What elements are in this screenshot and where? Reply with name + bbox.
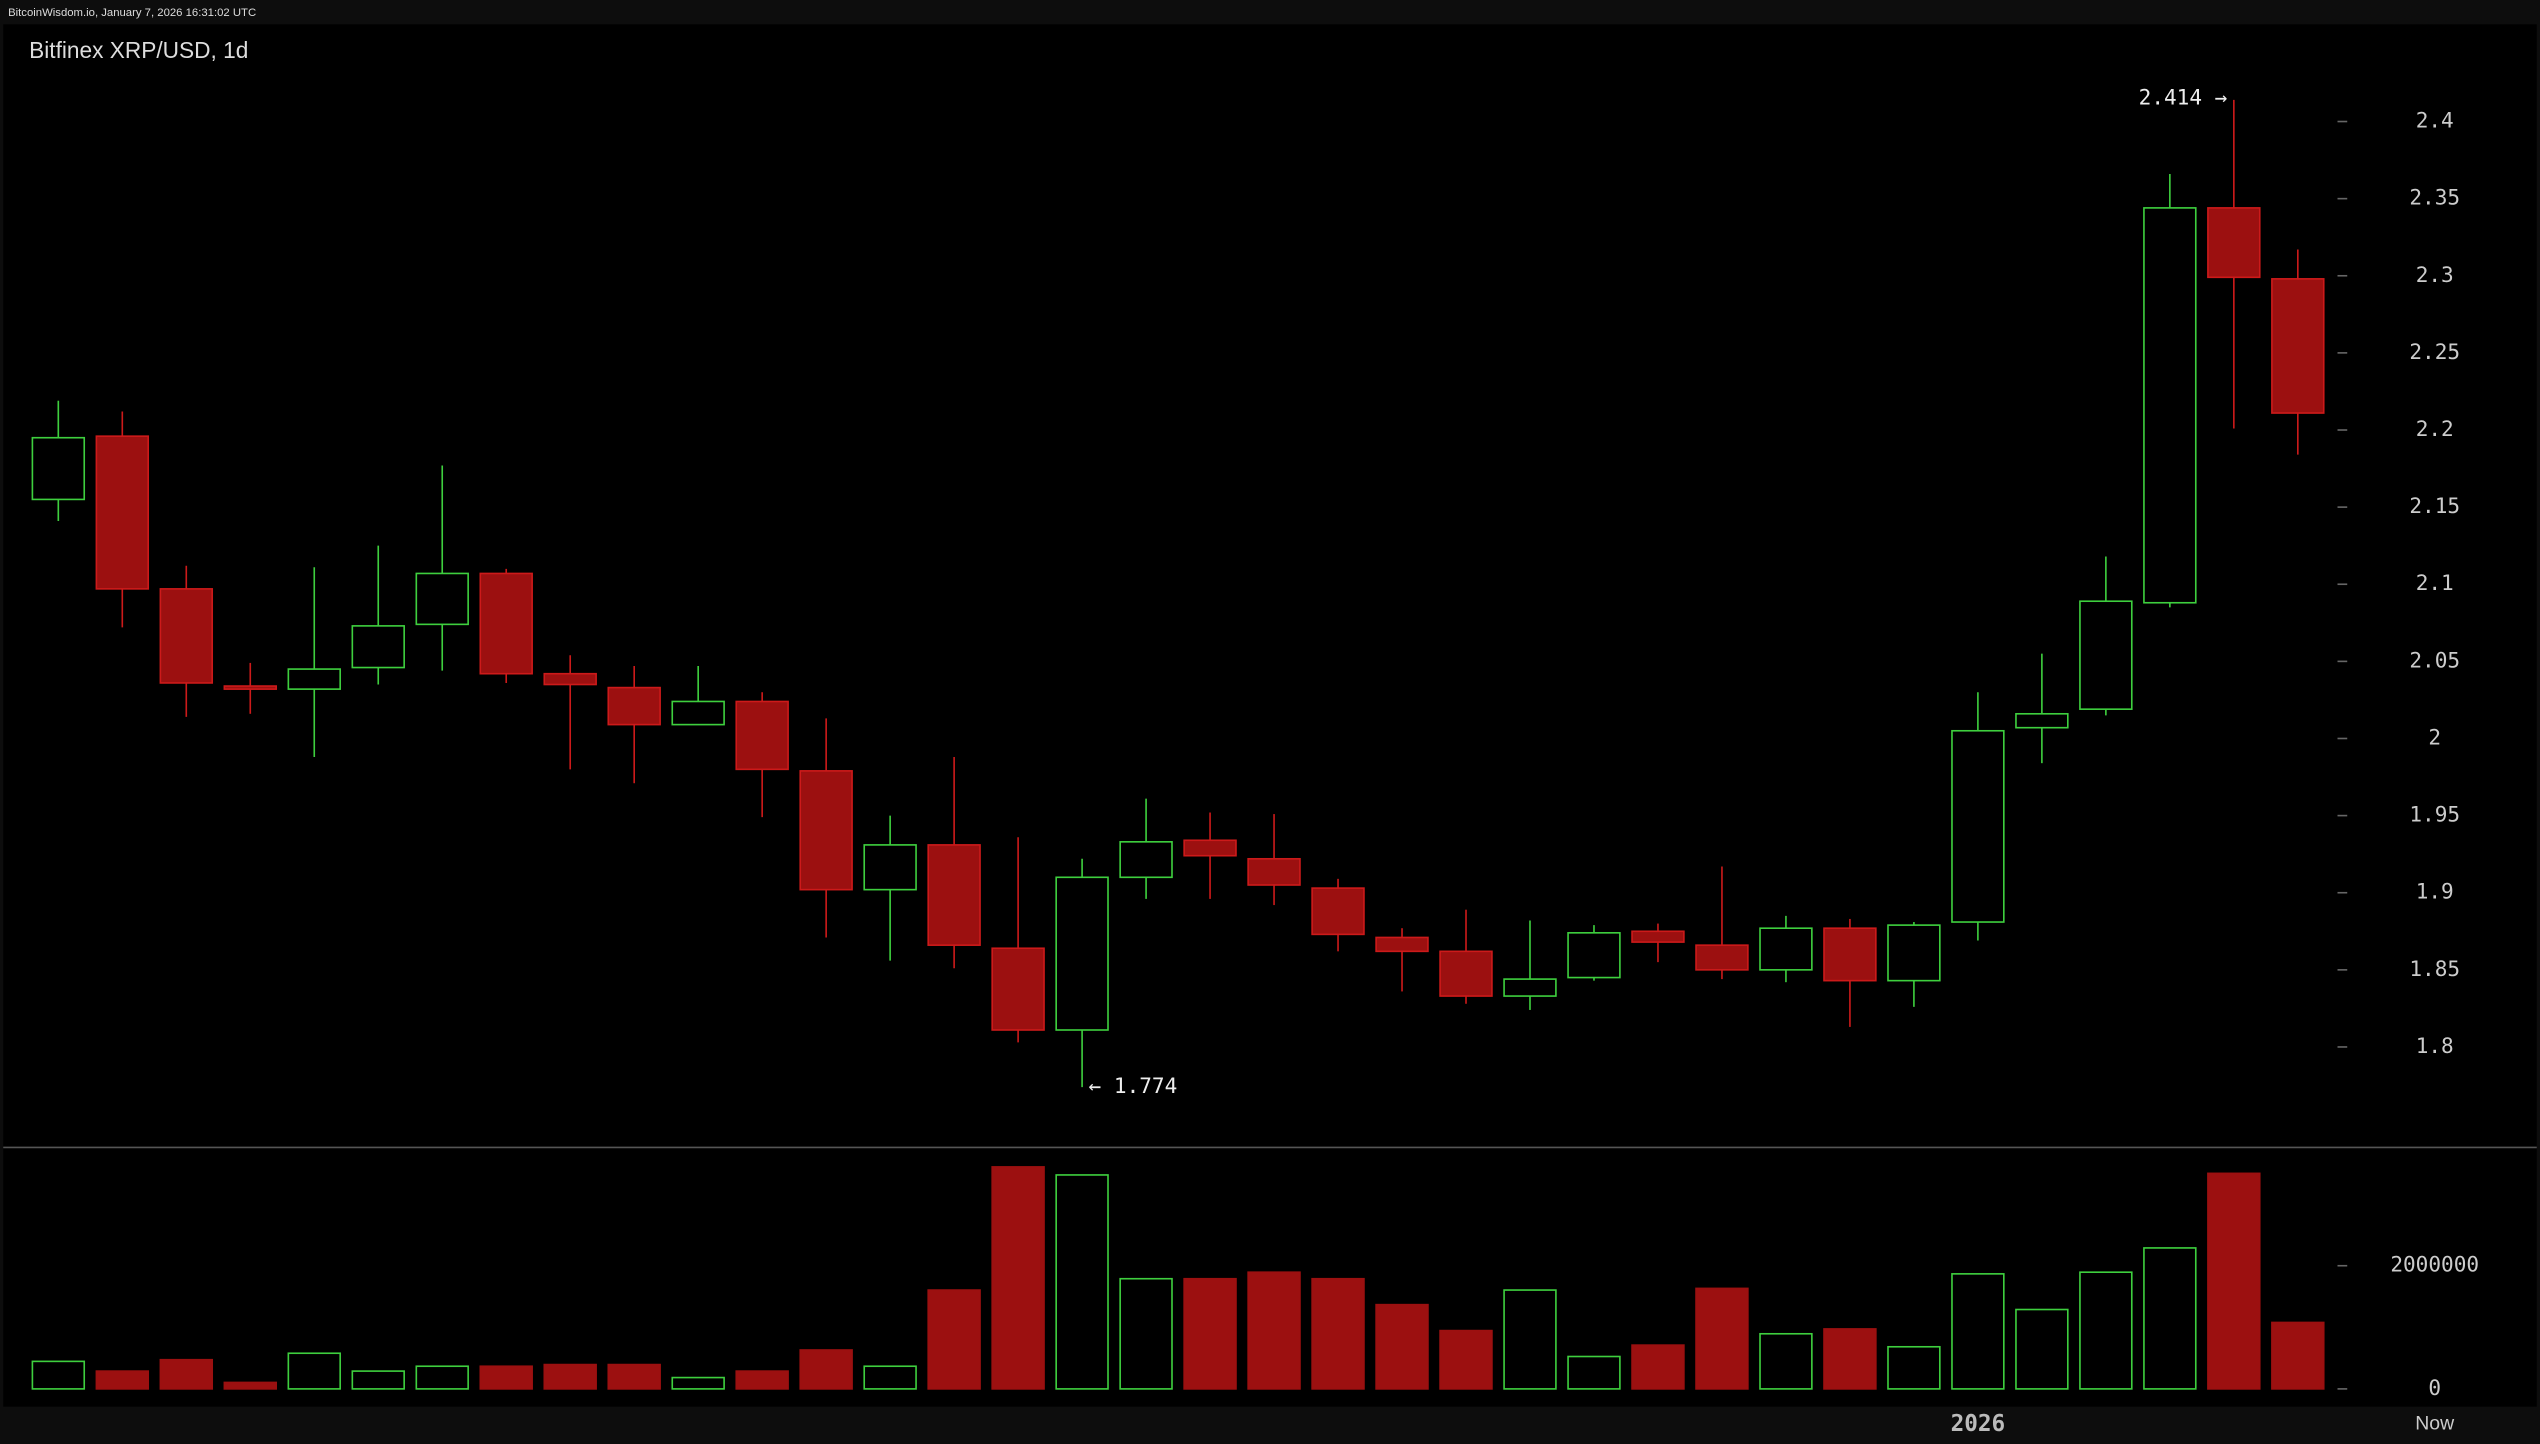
volume-bar — [2079, 1271, 2133, 1390]
volume-bar — [735, 1370, 789, 1390]
volume-bar — [671, 1376, 725, 1390]
volume-bar — [2207, 1172, 2261, 1390]
candle-body — [1439, 950, 1493, 997]
candle-body — [2079, 600, 2133, 710]
volume-bar — [2143, 1247, 2197, 1390]
candle-body — [1119, 841, 1173, 879]
volume-bar — [95, 1370, 150, 1390]
chart-panel — [3, 24, 2537, 1407]
volume-bar — [1823, 1328, 1877, 1390]
volume-bar — [223, 1381, 278, 1390]
volume-bar — [2271, 1321, 2325, 1390]
candle-body — [1311, 887, 1365, 936]
volume-bar — [1887, 1345, 1941, 1390]
y-tick-label: 2.4 — [2416, 108, 2454, 133]
y-tick-label: 2.25 — [2409, 339, 2460, 364]
volume-bar — [1695, 1287, 1749, 1390]
volume-bar — [1951, 1273, 2005, 1390]
candle-body — [671, 700, 725, 726]
volume-bar — [607, 1363, 661, 1390]
candle-body — [1951, 729, 2005, 923]
volume-bar — [991, 1166, 1045, 1390]
candle-body — [351, 625, 405, 669]
candle-body — [1887, 924, 1941, 982]
y-tick-label: 1.9 — [2416, 879, 2454, 904]
end-label: Now — [2415, 1413, 2455, 1435]
candle-body — [479, 572, 533, 675]
candle-body — [991, 947, 1045, 1031]
y-tick-label: 2.05 — [2409, 647, 2460, 672]
candle-body — [159, 588, 214, 684]
volume-bar — [1375, 1303, 1429, 1390]
candle-body — [927, 844, 981, 946]
candle-body — [223, 685, 278, 690]
volume-tick-label: 0 — [2428, 1375, 2441, 1400]
y-tick-label: 2.3 — [2416, 262, 2454, 287]
candle-body — [415, 572, 469, 626]
volume-bar — [159, 1358, 214, 1390]
volume-bar — [1055, 1174, 1109, 1390]
candle-body — [863, 844, 917, 891]
volume-bar — [479, 1365, 533, 1390]
candle-body — [1759, 927, 1813, 971]
candle-body — [287, 668, 341, 690]
volume-bar — [1311, 1277, 1365, 1390]
candle-body — [1055, 876, 1109, 1031]
volume-bar — [1631, 1344, 1685, 1390]
candle-body — [31, 436, 86, 501]
volume-bar — [2015, 1308, 2069, 1390]
volume-bar — [927, 1289, 981, 1390]
volume-bar — [1759, 1332, 1813, 1390]
header: BitcoinWisdom.io, January 7, 2026 16:31:… — [8, 7, 256, 19]
candle-body — [1823, 927, 1877, 982]
volume-bar — [863, 1365, 917, 1390]
x-tick-label: 2026 — [1951, 1411, 2006, 1437]
volume-bar — [1503, 1289, 1557, 1390]
y-tick-label: 2 — [2428, 724, 2441, 749]
y-tick-label: 2.1 — [2416, 570, 2454, 595]
volume-bar — [415, 1365, 469, 1390]
candle-body — [1247, 857, 1301, 886]
max-annotation: 2.414 → — [2139, 84, 2228, 109]
candle-body — [1567, 932, 1621, 979]
volume-bar — [287, 1352, 341, 1390]
chart-title: Bitfinex XRP/USD, 1d — [29, 37, 248, 63]
volume-bar — [1183, 1277, 1237, 1390]
min-annotation: ← 1.774 — [1089, 1073, 1178, 1098]
candle-body — [543, 672, 597, 686]
volume-bar — [1119, 1277, 1173, 1390]
volume-bar — [543, 1363, 597, 1390]
candle-body — [2207, 207, 2261, 279]
candle-body — [799, 770, 853, 891]
volume-bar — [1567, 1355, 1621, 1390]
y-tick-label: 1.85 — [2409, 956, 2460, 981]
candle-body — [1375, 936, 1429, 953]
volume-bar — [31, 1360, 86, 1390]
candle-body — [735, 700, 789, 771]
candle-body — [95, 435, 150, 590]
candle-body — [607, 686, 661, 726]
volume-bar — [1247, 1271, 1301, 1390]
volume-bar — [799, 1349, 853, 1390]
y-tick-label: 2.2 — [2416, 416, 2454, 441]
candle-body — [2015, 712, 2069, 729]
y-tick-label: 2.35 — [2409, 185, 2460, 210]
y-tick-label: 1.8 — [2416, 1033, 2454, 1058]
volume-bar — [1439, 1329, 1493, 1390]
candle-body — [1503, 978, 1557, 997]
y-tick-label: 2.15 — [2409, 493, 2460, 518]
candle-body — [1183, 839, 1237, 857]
candle-body — [1631, 930, 1685, 943]
candle-body — [2143, 207, 2197, 604]
candle-body — [1695, 944, 1749, 971]
volume-bar — [351, 1370, 405, 1390]
volume-tick-label: 2000000 — [2390, 1252, 2479, 1277]
candle-body — [2271, 278, 2325, 414]
y-tick-label: 1.95 — [2409, 802, 2460, 827]
